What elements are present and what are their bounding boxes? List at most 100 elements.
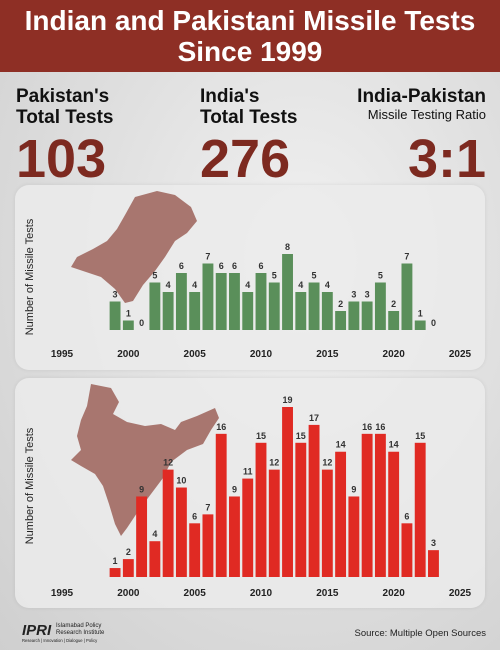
bar-2016 <box>335 311 347 330</box>
bar-value-label-2012: 19 <box>283 395 293 405</box>
bar-2008 <box>229 496 240 577</box>
bar-value-label-2021: 6 <box>404 511 409 521</box>
bar-value-label-2013: 15 <box>296 431 306 441</box>
bar-2013 <box>295 442 307 577</box>
bar-value-label-2022: 15 <box>415 431 425 441</box>
india-total-stat: India's Total Tests 276 <box>200 86 297 186</box>
bar-2007 <box>215 433 227 577</box>
bar-2006 <box>202 263 214 330</box>
bar-value-label-2002: 5 <box>152 271 157 281</box>
bar-value-label-2014: 17 <box>309 413 319 423</box>
bar-2001 <box>136 496 148 577</box>
bar-value-label-2018: 3 <box>365 290 370 300</box>
title-banner: Indian and Pakistani Missile Tests Since… <box>0 0 500 72</box>
bar-2017 <box>348 496 360 577</box>
bar-value-label-2004: 10 <box>176 476 186 486</box>
bar-value-label-2021: 7 <box>404 252 409 262</box>
bar-2005 <box>189 292 201 330</box>
bar-2003 <box>162 469 174 577</box>
title-line-1: Indian and Pakistani Missile Tests <box>24 5 476 36</box>
bar-2011 <box>268 469 280 577</box>
x-tick-label-2015: 2015 <box>316 349 339 360</box>
bar-value-label-2010: 6 <box>258 261 263 271</box>
bar-value-label-2003: 12 <box>163 458 173 468</box>
bar-value-label-2001: 9 <box>139 484 144 494</box>
bar-value-label-2022: 1 <box>418 309 423 319</box>
bar-2008 <box>229 273 240 330</box>
pakistan-label-2: Total Tests <box>16 107 114 128</box>
bar-value-label-2023: 0 <box>431 318 436 328</box>
bar-2010 <box>255 273 267 330</box>
bar-value-label-2019: 16 <box>375 422 385 432</box>
bar-2016 <box>335 451 347 577</box>
india-total-value: 276 <box>200 129 291 189</box>
bar-2002 <box>149 541 161 577</box>
bar-2004 <box>175 273 187 330</box>
bar-value-label-2014: 5 <box>312 271 317 281</box>
bar-value-label-2006: 7 <box>205 502 210 512</box>
x-tick-label-1995: 1995 <box>51 349 74 360</box>
x-tick-label-2010: 2010 <box>250 588 273 599</box>
bar-2017 <box>348 301 360 330</box>
bar-value-label-2009: 4 <box>245 280 250 290</box>
logo-tagline: Research | Innovation | Dialogue | Polic… <box>22 638 98 643</box>
pakistan-map-silhouette <box>71 191 197 303</box>
bar-2022 <box>414 320 426 330</box>
bar-value-label-1999: 3 <box>113 290 118 300</box>
bar-value-label-2006: 7 <box>205 252 210 262</box>
bar-2000 <box>122 320 134 330</box>
x-tick-label-2010: 2010 <box>250 349 273 360</box>
bar-value-label-1999: 1 <box>113 556 118 566</box>
x-tick-label-2020: 2020 <box>383 349 406 360</box>
bar-value-label-2012: 8 <box>285 242 290 252</box>
bar-2003 <box>162 292 174 330</box>
bar-2010 <box>255 442 267 577</box>
pakistan-label-1: Pakistan's <box>16 86 110 107</box>
x-tick-label-2025: 2025 <box>449 349 472 360</box>
india-chart-panel: 1 2 9 4 12 10 6 7 16 9 11 15 12 19 15 17 12 14 9 16 16 14 6 15 3… <box>15 378 485 608</box>
ratio-sublabel: Missile Testing Ratio <box>367 107 486 122</box>
bar-value-label-2016: 14 <box>336 440 346 450</box>
y-axis-label: Number of Missile Tests <box>24 218 36 335</box>
bar-2021 <box>401 263 413 330</box>
bar-2022 <box>414 442 426 577</box>
bar-value-label-2005: 6 <box>192 511 197 521</box>
bar-value-label-2000: 1 <box>126 309 131 319</box>
bar-2014 <box>308 424 320 577</box>
bar-value-label-2007: 16 <box>216 422 226 432</box>
pakistan-total-stat: Pakistan's Total Tests 103 <box>16 86 113 186</box>
bar-value-label-2011: 5 <box>272 271 277 281</box>
bar-value-label-2009: 11 <box>243 467 253 477</box>
bar-value-label-2007: 6 <box>219 261 224 271</box>
bar-2021 <box>401 523 413 577</box>
bar-2007 <box>215 273 227 330</box>
x-tick-label-2000: 2000 <box>117 588 140 599</box>
logo-org-line-2: Research Institute <box>56 630 105 636</box>
bar-value-label-2008: 6 <box>232 261 237 271</box>
bar-2015 <box>321 469 333 577</box>
bar-2014 <box>308 282 320 330</box>
bar-2009 <box>242 478 254 577</box>
logo-org-line-1: Islamabad Policy <box>56 623 101 629</box>
x-tick-label-2015: 2015 <box>316 588 339 599</box>
bar-value-label-2017: 9 <box>351 484 356 494</box>
ratio-value: 3:1 <box>407 129 486 189</box>
bar-value-label-2008: 9 <box>232 484 237 494</box>
bar-2013 <box>295 292 307 330</box>
bar-2006 <box>202 514 214 577</box>
bar-value-label-2001: 0 <box>139 318 144 328</box>
bar-2020 <box>388 451 400 577</box>
bar-value-label-2003: 4 <box>166 280 171 290</box>
ratio-label: India-Pakistan <box>357 86 486 107</box>
bar-2012 <box>282 407 293 577</box>
bar-value-label-2019: 5 <box>378 271 383 281</box>
bar-2023 <box>428 550 439 577</box>
bar-value-label-2005: 4 <box>192 280 197 290</box>
bar-value-label-2004: 6 <box>179 261 184 271</box>
bar-1999 <box>109 568 121 577</box>
bar-value-label-2018: 16 <box>362 422 372 432</box>
bar-value-label-2010: 15 <box>256 431 266 441</box>
